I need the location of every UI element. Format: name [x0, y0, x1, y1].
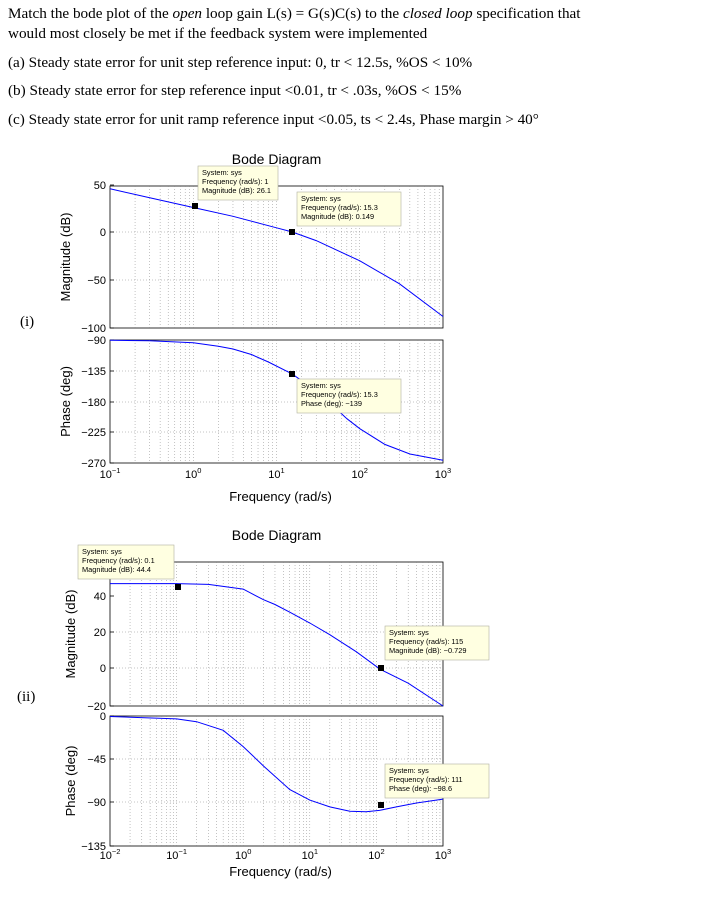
datatip-text: System: sys — [389, 766, 429, 775]
phase-grid — [110, 716, 443, 846]
x-tick-label: 10−1 — [166, 847, 187, 862]
x-tick-label: 103 — [435, 847, 451, 862]
x-axis-label: Frequency (rad/s) — [229, 489, 332, 504]
question-emphasis-closed: closed loop — [402, 5, 473, 22]
x-tick-label: 101 — [302, 847, 318, 862]
magnitude-ytick-label: 0 — [100, 227, 106, 239]
datatip-text: System: sys — [202, 168, 242, 177]
phase-ylabel: Phase (deg) — [63, 746, 78, 817]
magnitude-ytick-label: −100 — [81, 323, 106, 335]
datatip-text: Magnitude (dB): 26.1 — [202, 186, 271, 195]
phase-ytick-label: 0 — [100, 711, 106, 723]
datatip-box — [296, 378, 402, 414]
x-ticks: 10−1 100 101 102 103 — [100, 466, 452, 481]
phase-curve — [109, 716, 444, 813]
phase-ytick-label: −270 — [81, 458, 106, 470]
datatip-marker — [289, 229, 295, 235]
phase-grid — [110, 340, 443, 463]
question-text: specification that — [472, 5, 581, 22]
phase-frame — [109, 715, 444, 847]
datatip-box — [384, 625, 490, 661]
magnitude-axes: 40 20 0 −20 Magnitude (dB) — [63, 561, 444, 713]
x-ticks: 10−2 10−1 100 101 102 103 — [100, 847, 452, 862]
phase-ytick-label: −135 — [81, 366, 106, 378]
question-emphasis-open: open — [172, 5, 203, 22]
datatip-marker — [175, 584, 181, 590]
magnitude-ylabel: Magnitude (dB) — [58, 213, 73, 302]
datatip-text: Frequency (rad/s): 1 — [202, 177, 269, 186]
x-tick-label: 100 — [235, 847, 251, 862]
x-tick-label: 10−1 — [100, 466, 121, 481]
datatip-marker — [192, 203, 198, 209]
datatip-text: Frequency (rad/s): 0.1 — [82, 556, 155, 565]
phase-ytick-label: −90 — [87, 797, 106, 809]
x-tick-label: 102 — [352, 466, 368, 481]
option-c: (c) Steady state error for unit ramp ref… — [8, 111, 539, 128]
datatip-text: System: sys — [389, 628, 429, 637]
datatip-text: Frequency (rad/s): 115 — [389, 637, 463, 646]
datatip-text: System: sys — [301, 194, 341, 203]
question-line-1: Match the bode plot of the open loop gai… — [8, 4, 581, 24]
datatip-marker — [289, 371, 295, 377]
question-text: Match the bode plot of the — [8, 5, 173, 22]
phase-axes: 0 −45 −90 −135 Phase (deg) — [63, 711, 444, 853]
magnitude-ytick-label: 40 — [94, 591, 106, 603]
datatip-text: Magnitude (dB): −0.729 — [389, 646, 466, 655]
datatip-box — [296, 191, 402, 227]
magnitude-ytick-label: 20 — [94, 627, 106, 639]
datatip-text: Frequency (rad/s): 15.3 — [301, 390, 378, 399]
datatip-text: Frequency (rad/s): 111 — [389, 775, 463, 784]
magnitude-ylabel: Magnitude (dB) — [63, 590, 78, 679]
chart-title: Bode Diagram — [232, 151, 322, 167]
x-tick-label: 100 — [185, 466, 201, 481]
phase-ylabel: Phase (deg) — [58, 366, 73, 437]
datatip-text: Frequency (rad/s): 15.3 — [301, 203, 378, 212]
option-b: (b) Steady state error for step referenc… — [8, 82, 462, 99]
phase-ytick-label: −45 — [87, 754, 106, 766]
datatip-text: System: sys — [82, 547, 122, 556]
datatip-box — [77, 544, 175, 580]
datatip-text: System: sys — [301, 381, 341, 390]
phase-ytick-label: −225 — [81, 427, 106, 439]
plot-label-ii: (ii) — [17, 689, 36, 705]
x-tick-label: 10−2 — [100, 847, 121, 862]
magnitude-ytick-label: −20 — [87, 701, 106, 713]
magnitude-ytick-label: 50 — [94, 180, 106, 192]
phase-ytick-label: −135 — [81, 841, 106, 853]
datatip-text: Phase (deg): −98.6 — [389, 784, 452, 793]
x-tick-label: 102 — [368, 847, 384, 862]
magnitude-curve — [109, 188, 444, 317]
datatip-box — [197, 165, 279, 201]
datatip-marker — [378, 802, 384, 808]
datatip-text: Magnitude (dB): 0.149 — [301, 212, 374, 221]
plot-label-i: (i) — [20, 314, 35, 330]
x-tick-label: 101 — [268, 466, 284, 481]
bode-diagram-1: Bode Diagram 50 0 −50 −100 Magnitude (dB) −90 −… — [58, 151, 451, 504]
chart-title: Bode Diagram — [232, 527, 322, 543]
option-a: (a) Steady state error for unit step ref… — [8, 54, 473, 71]
datatip-text: Magnitude (dB): 44.4 — [82, 565, 151, 574]
datatip-box — [384, 763, 490, 799]
question-line-2: would most closely be met if the feedbac… — [8, 25, 428, 42]
phase-ytick-label: −90 — [87, 335, 106, 347]
question-text: loop gain L(s) = G(s)C(s) to the — [202, 5, 403, 22]
datatip-marker — [378, 665, 384, 671]
x-axis-label: Frequency (rad/s) — [229, 864, 332, 879]
x-tick-label: 103 — [435, 466, 451, 481]
phase-ytick-label: −180 — [81, 397, 106, 409]
magnitude-ytick-label: 0 — [100, 663, 106, 675]
datatip-text: Phase (deg): −139 — [301, 399, 362, 408]
magnitude-ytick-label: −50 — [87, 275, 106, 287]
